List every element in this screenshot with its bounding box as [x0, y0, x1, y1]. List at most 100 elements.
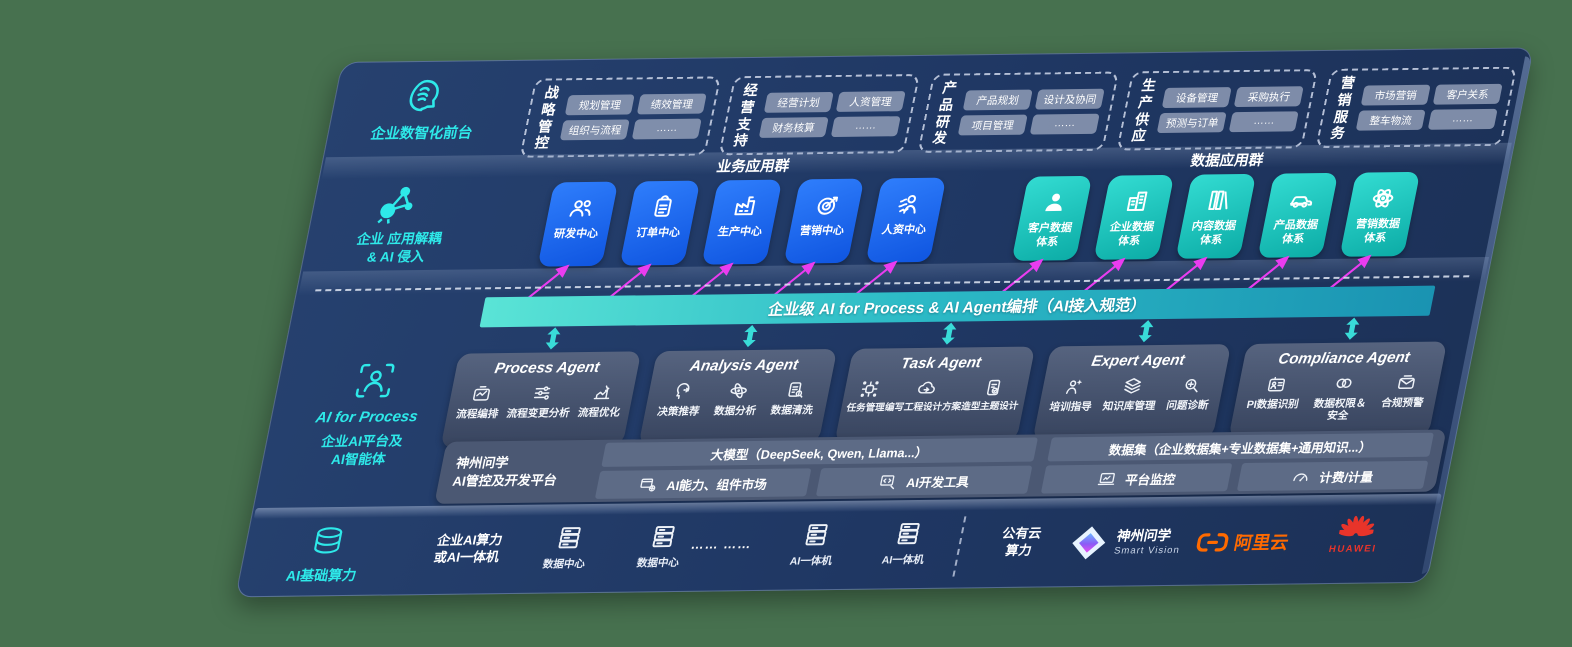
diagnose-icon	[1185, 378, 1198, 393]
brain-icon	[409, 79, 439, 112]
front-group-title: 营销 服务	[1329, 74, 1357, 142]
updown-arrow-icon	[545, 327, 561, 350]
dataset-header: 数据集（企业数据集+专业数据集+通用知识...）	[1047, 432, 1434, 462]
ai-scan-person-icon	[355, 363, 395, 398]
tile-hr-center: 人资中心	[865, 177, 947, 263]
front-office-label: 企业数智化前台	[369, 125, 474, 143]
front-group-chips: 设备管理 采购执行 预测与订单 ……	[1156, 86, 1304, 134]
front-chip: 整车物流	[1355, 109, 1426, 131]
tile-content-data: 内容数据 体系	[1175, 173, 1257, 259]
aliyun-logo: 阿里云	[1194, 528, 1291, 555]
business-apps-title: 业务应用群	[715, 158, 791, 176]
team-icon	[569, 200, 591, 217]
task-grid-icon	[860, 381, 879, 397]
datacenter-node: 数据中心	[522, 524, 611, 572]
front-group-title: 产品 研发	[931, 79, 959, 147]
aliyun-bracket-icon	[1196, 533, 1229, 552]
books-icon	[1208, 190, 1228, 211]
ai-capability-cell: AI能力、组件市场	[594, 468, 812, 499]
front-chip: 设计及协同	[1034, 88, 1105, 110]
network-molecule-icon	[377, 186, 413, 224]
front-chip: 采购执行	[1233, 86, 1304, 108]
smartvision-sub: Smart Vision	[1113, 544, 1181, 557]
ai-devtools-cell: AI开发工具	[815, 465, 1033, 497]
model-section: 大模型（DeepSeek, Qwen, Llama...） AI能力、组件市场 …	[594, 437, 1039, 499]
front-office-groups: 战略 管控 规划管理 绩效管理 组织与流程 …… 经营 支持 经营计划 人资管理 财…	[519, 66, 1518, 159]
ai-zone-title: AI for Process	[314, 408, 420, 427]
front-group-chips: 产品规划 设计及协同 项目管理 ……	[957, 88, 1105, 136]
gauge-icon	[1293, 472, 1308, 481]
permission-rings-icon	[1337, 378, 1352, 389]
cloud-edit-icon	[918, 381, 935, 394]
expert-agent-card: Expert Agent 培训指导 知识库管理 问题诊断	[1032, 344, 1232, 441]
front-group-chips: 规划管理 绩效管理 组织与流程 ……	[559, 93, 707, 141]
front-group-title: 经营 支持	[732, 81, 760, 149]
decision-head-icon	[676, 383, 690, 400]
alert-mail-icon	[1397, 375, 1415, 390]
front-group-chips: 经营计划 人资管理 财务核算 ……	[758, 91, 906, 139]
front-chip: 设备管理	[1161, 87, 1232, 109]
tile-production-center: 生产中心	[701, 179, 783, 265]
front-chip: 人资管理	[835, 91, 906, 113]
data-apps-title: 数据应用群	[1189, 152, 1265, 170]
front-chip: 项目管理	[957, 114, 1028, 136]
front-chip: ……	[1228, 111, 1299, 133]
enterprise-compute-label: 企业AI算力 或AI一体机	[432, 532, 504, 565]
business-tiles: 研发中心 订单中心 生产中心 营销中心	[537, 177, 947, 267]
car-icon	[1290, 196, 1313, 208]
front-group-operation: 经营 支持 经营计划 人资管理 财务核算 ……	[718, 73, 921, 156]
public-cloud-label: 公有云 算力	[1000, 525, 1043, 558]
aliyun-name: 阿里云	[1232, 532, 1291, 554]
process-agent-card: Process Agent 流程编排 流程变更分析 流程优化	[440, 351, 642, 448]
ai-appliance-node: AI一体机	[861, 520, 950, 568]
server-icon	[896, 522, 920, 545]
data-tiles: 客户数据 体系 企业数据 体系 内容数据 体系 产品数据	[1011, 171, 1421, 261]
front-group-product: 产品 研发 产品规划 设计及协同 项目管理 ……	[917, 71, 1120, 154]
front-chip: ……	[830, 116, 901, 138]
atom-icon	[1372, 189, 1394, 208]
optimize-icon	[593, 385, 610, 400]
huawei-logo: HUAWEI	[1328, 513, 1384, 555]
target-icon	[817, 196, 839, 215]
infra-divider	[952, 516, 967, 577]
server-icon	[557, 527, 581, 549]
platform-card: 神州问学 AI管控及开发平台 大模型（DeepSeek, Qwen, Llama.…	[434, 429, 1447, 504]
front-group-supply: 生产 供应 设备管理 采购执行 预测与订单 ……	[1116, 69, 1319, 151]
task-agent-card: Task Agent 任务管理 编写工程设计方案 造型主题设计	[834, 346, 1036, 444]
server-icon	[651, 525, 675, 548]
front-chip: 财务核算	[758, 117, 829, 139]
front-group-title: 战略 管控	[533, 84, 561, 152]
tile-product-data: 产品数据 体系	[1257, 172, 1339, 258]
platform-label: 神州问学 AI管控及开发平台	[451, 455, 559, 489]
front-group-chips: 市场营销 客户关系 整车物流 ……	[1355, 83, 1503, 131]
server-icon	[804, 524, 828, 546]
devtools-icon	[880, 474, 895, 489]
smartvision-diamond-icon	[1072, 526, 1106, 560]
tile-rd-center: 研发中心	[537, 181, 619, 267]
front-chip: ……	[631, 118, 702, 140]
building-icon	[1126, 191, 1148, 212]
customer-icon	[1045, 193, 1062, 212]
monitor-icon	[1097, 472, 1115, 485]
sliders-icon	[534, 386, 551, 400]
updown-arrow-icon	[1344, 317, 1360, 340]
datacenter-node: 数据中心	[616, 523, 705, 571]
tile-customer-data: 客户数据 体系	[1011, 175, 1093, 261]
updown-arrow-icon	[1138, 320, 1154, 343]
front-group-strategy: 战略 管控 规划管理 绩效管理 组织与流程 ……	[519, 76, 722, 159]
platform-monitor-cell: 平台监控	[1040, 463, 1233, 494]
analysis-agent-card: Analysis Agent 决策推荐 数据分析 数据清洗	[638, 348, 838, 446]
architecture-panel: 企业数智化前台 战略 管控 规划管理 绩效管理 组织与流程 …… 经营 支持 经营计…	[235, 47, 1534, 598]
updown-arrow-icon	[742, 325, 758, 348]
ai-appliance-node: AI一体机	[769, 521, 858, 569]
front-chip: 规划管理	[564, 94, 635, 116]
training-icon	[1066, 379, 1083, 394]
component-market-icon	[640, 478, 656, 492]
workflow-icon	[472, 386, 490, 401]
dataset-section: 数据集（企业数据集+专业数据集+通用知识...） 平台监控 计费/计量	[1040, 432, 1434, 494]
layers-icon	[1124, 378, 1142, 394]
factory-icon	[734, 196, 756, 216]
front-group-title: 生产 供应	[1130, 77, 1158, 144]
front-chip: 预测与订单	[1156, 112, 1227, 134]
